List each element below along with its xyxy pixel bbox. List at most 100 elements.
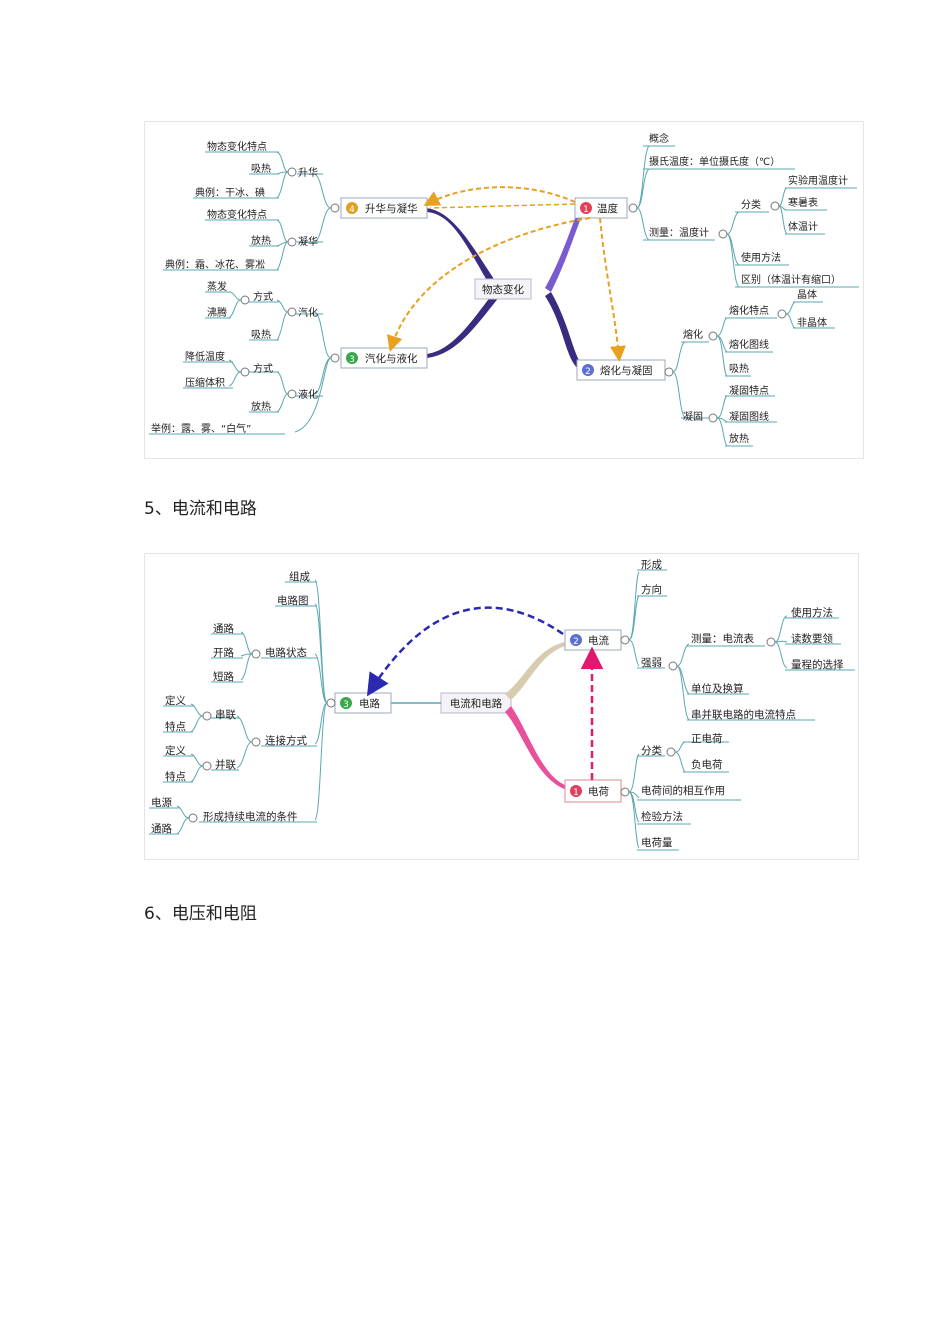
svg-text:使用方法: 使用方法 bbox=[741, 251, 781, 264]
svg-text:电路状态: 电路状态 bbox=[265, 646, 307, 659]
dashed-arrows bbox=[386, 186, 626, 362]
svg-text:1: 1 bbox=[573, 788, 579, 798]
svg-text:物态变化特点: 物态变化特点 bbox=[207, 208, 267, 221]
svg-text:电荷量: 电荷量 bbox=[641, 836, 673, 849]
svg-text:熔化图线: 熔化图线 bbox=[729, 338, 769, 351]
svg-text:开路: 开路 bbox=[213, 646, 234, 659]
svg-text:沸腾: 沸腾 bbox=[207, 306, 227, 319]
svg-text:凝固: 凝固 bbox=[683, 411, 703, 423]
node-charge: 1 电荷 分类 电荷间的相互作用 检验方法 电荷量 正电荷 负电荷 bbox=[564, 732, 741, 851]
svg-text:汽化: 汽化 bbox=[298, 306, 318, 319]
svg-text:串并联电路的电流特点: 串并联电路的电流特点 bbox=[691, 708, 796, 721]
mind-map-current-circuit: 电流和电路 2 电流 形成 方向 强弱 测量：电流表 单位及换算 串并联电路的电… bbox=[144, 553, 859, 860]
svg-text:短路: 短路 bbox=[213, 670, 234, 683]
svg-text:汽化与液化: 汽化与液化 bbox=[365, 352, 418, 365]
svg-text:液化: 液化 bbox=[298, 388, 318, 401]
svg-text:放热: 放热 bbox=[251, 234, 271, 247]
svg-text:举例：露、雾、“白气”: 举例：露、雾、“白气” bbox=[151, 422, 251, 435]
svg-text:凝固图线: 凝固图线 bbox=[729, 410, 769, 423]
svg-text:单位及换算: 单位及换算 bbox=[691, 682, 744, 695]
svg-text:寒暑表: 寒暑表 bbox=[788, 196, 818, 209]
mind-map-state-changes: 物态变化 1 温度 概念 摄氏温度：单位摄氏度（℃） 测量：温度计 分类 使用方… bbox=[144, 121, 864, 459]
svg-text:特点: 特点 bbox=[165, 721, 186, 733]
svg-text:凝华: 凝华 bbox=[298, 235, 318, 248]
svg-text:测量：电流表: 测量：电流表 bbox=[691, 632, 754, 645]
node-current: 2 电流 形成 方向 强弱 测量：电流表 单位及换算 串并联电路的电流特点 使用… bbox=[564, 559, 855, 721]
svg-text:通路: 通路 bbox=[213, 622, 234, 635]
svg-text:并联: 并联 bbox=[215, 758, 236, 771]
svg-text:熔化特点: 熔化特点 bbox=[729, 304, 769, 317]
svg-text:电流: 电流 bbox=[588, 634, 609, 647]
svg-text:电路: 电路 bbox=[359, 697, 380, 710]
center-label: 电流和电路 bbox=[450, 697, 503, 710]
center-label: 物态变化 bbox=[482, 283, 524, 296]
branch-charge bbox=[505, 706, 567, 790]
svg-text:蒸发: 蒸发 bbox=[207, 280, 227, 293]
svg-text:电荷: 电荷 bbox=[588, 785, 609, 798]
node-vaporization-liquefaction: 3 汽化与液化 汽化 液化 方式 吸热 蒸发 沸腾 方式 放热 降低温度 压缩体… bbox=[149, 280, 428, 435]
svg-text:体温计: 体温计 bbox=[788, 220, 818, 233]
svg-text:升华: 升华 bbox=[298, 166, 318, 179]
svg-text:1: 1 bbox=[583, 205, 589, 215]
svg-text:通路: 通路 bbox=[151, 822, 172, 835]
svg-text:吸热: 吸热 bbox=[251, 328, 271, 341]
svg-text:使用方法: 使用方法 bbox=[791, 606, 833, 619]
svg-text:放热: 放热 bbox=[729, 432, 749, 445]
svg-text:2: 2 bbox=[573, 637, 579, 647]
svg-text:物态变化特点: 物态变化特点 bbox=[207, 140, 267, 153]
svg-text:强弱: 强弱 bbox=[641, 657, 662, 669]
svg-text:典例：干冰、碘: 典例：干冰、碘 bbox=[195, 186, 265, 199]
svg-text:量程的选择: 量程的选择 bbox=[791, 658, 844, 671]
node-melting-solidifying: 2 熔化与凝固 熔化 凝固 熔化特点 熔化图线 吸热 晶体 非晶体 凝固特点 凝… bbox=[576, 289, 835, 447]
svg-text:概念: 概念 bbox=[649, 132, 669, 145]
svg-text:连接方式: 连接方式 bbox=[265, 734, 307, 747]
svg-text:方式: 方式 bbox=[253, 290, 273, 303]
svg-text:降低温度: 降低温度 bbox=[185, 350, 225, 363]
svg-text:放热: 放热 bbox=[251, 400, 271, 413]
svg-text:方向: 方向 bbox=[641, 583, 662, 596]
svg-text:熔化: 熔化 bbox=[683, 328, 703, 341]
svg-text:摄氏温度：单位摄氏度（℃）: 摄氏温度：单位摄氏度（℃） bbox=[649, 155, 780, 168]
svg-text:晶体: 晶体 bbox=[797, 289, 817, 301]
svg-text:熔化与凝固: 熔化与凝固 bbox=[600, 364, 653, 377]
svg-text:方式: 方式 bbox=[253, 362, 273, 375]
svg-text:3: 3 bbox=[343, 700, 349, 710]
svg-text:2: 2 bbox=[585, 367, 591, 377]
node-circuit: 3 电路 组成 电路图 电路状态 连接方式 形成持续电流的条件 通路 开路 短路… bbox=[149, 570, 392, 835]
svg-text:特点: 特点 bbox=[165, 771, 186, 783]
dashed-arrows bbox=[366, 606, 604, 780]
svg-text:测量：温度计: 测量：温度计 bbox=[649, 226, 709, 239]
svg-text:读数要领: 读数要领 bbox=[791, 632, 833, 645]
svg-text:凝固特点: 凝固特点 bbox=[729, 385, 769, 397]
svg-text:正电荷: 正电荷 bbox=[691, 732, 723, 745]
svg-text:组成: 组成 bbox=[289, 570, 310, 583]
svg-text:升华与凝华: 升华与凝华 bbox=[365, 202, 418, 215]
svg-text:形成: 形成 bbox=[641, 559, 662, 571]
svg-text:吸热: 吸热 bbox=[251, 162, 271, 175]
center-node bbox=[474, 278, 532, 300]
section-heading-5: 5、电流和电路 bbox=[144, 499, 257, 519]
svg-text:检验方法: 检验方法 bbox=[641, 810, 683, 823]
svg-text:压缩体积: 压缩体积 bbox=[185, 376, 225, 389]
svg-text:4: 4 bbox=[349, 205, 355, 215]
svg-text:实验用温度计: 实验用温度计 bbox=[788, 174, 848, 187]
svg-text:电路图: 电路图 bbox=[277, 594, 309, 607]
svg-text:分类: 分类 bbox=[641, 744, 662, 757]
svg-text:串联: 串联 bbox=[215, 709, 236, 721]
node-temperature: 1 温度 概念 摄氏温度：单位摄氏度（℃） 测量：温度计 分类 使用方法 区别（… bbox=[574, 132, 859, 288]
svg-text:非晶体: 非晶体 bbox=[797, 317, 827, 329]
section-heading-6: 6、电压和电阻 bbox=[144, 904, 257, 924]
svg-text:定义: 定义 bbox=[165, 694, 186, 707]
svg-text:吸热: 吸热 bbox=[729, 362, 749, 375]
svg-text:温度: 温度 bbox=[597, 202, 618, 215]
node-sublimation-deposition: 4 升华与凝华 升华 凝华 物态变化特点 吸热 典例：干冰、碘 物态变化特点 放… bbox=[163, 140, 428, 271]
svg-text:3: 3 bbox=[349, 355, 355, 365]
svg-text:区别（体温计有缩口）: 区别（体温计有缩口） bbox=[741, 273, 841, 286]
svg-text:负电荷: 负电荷 bbox=[691, 758, 723, 771]
svg-text:电荷间的相互作用: 电荷间的相互作用 bbox=[641, 784, 725, 797]
svg-text:定义: 定义 bbox=[165, 744, 186, 757]
svg-text:电源: 电源 bbox=[151, 796, 172, 809]
svg-text:典例：霜、冰花、雾凇: 典例：霜、冰花、雾凇 bbox=[165, 258, 265, 271]
branch-current bbox=[505, 642, 565, 700]
svg-text:分类: 分类 bbox=[741, 198, 761, 211]
